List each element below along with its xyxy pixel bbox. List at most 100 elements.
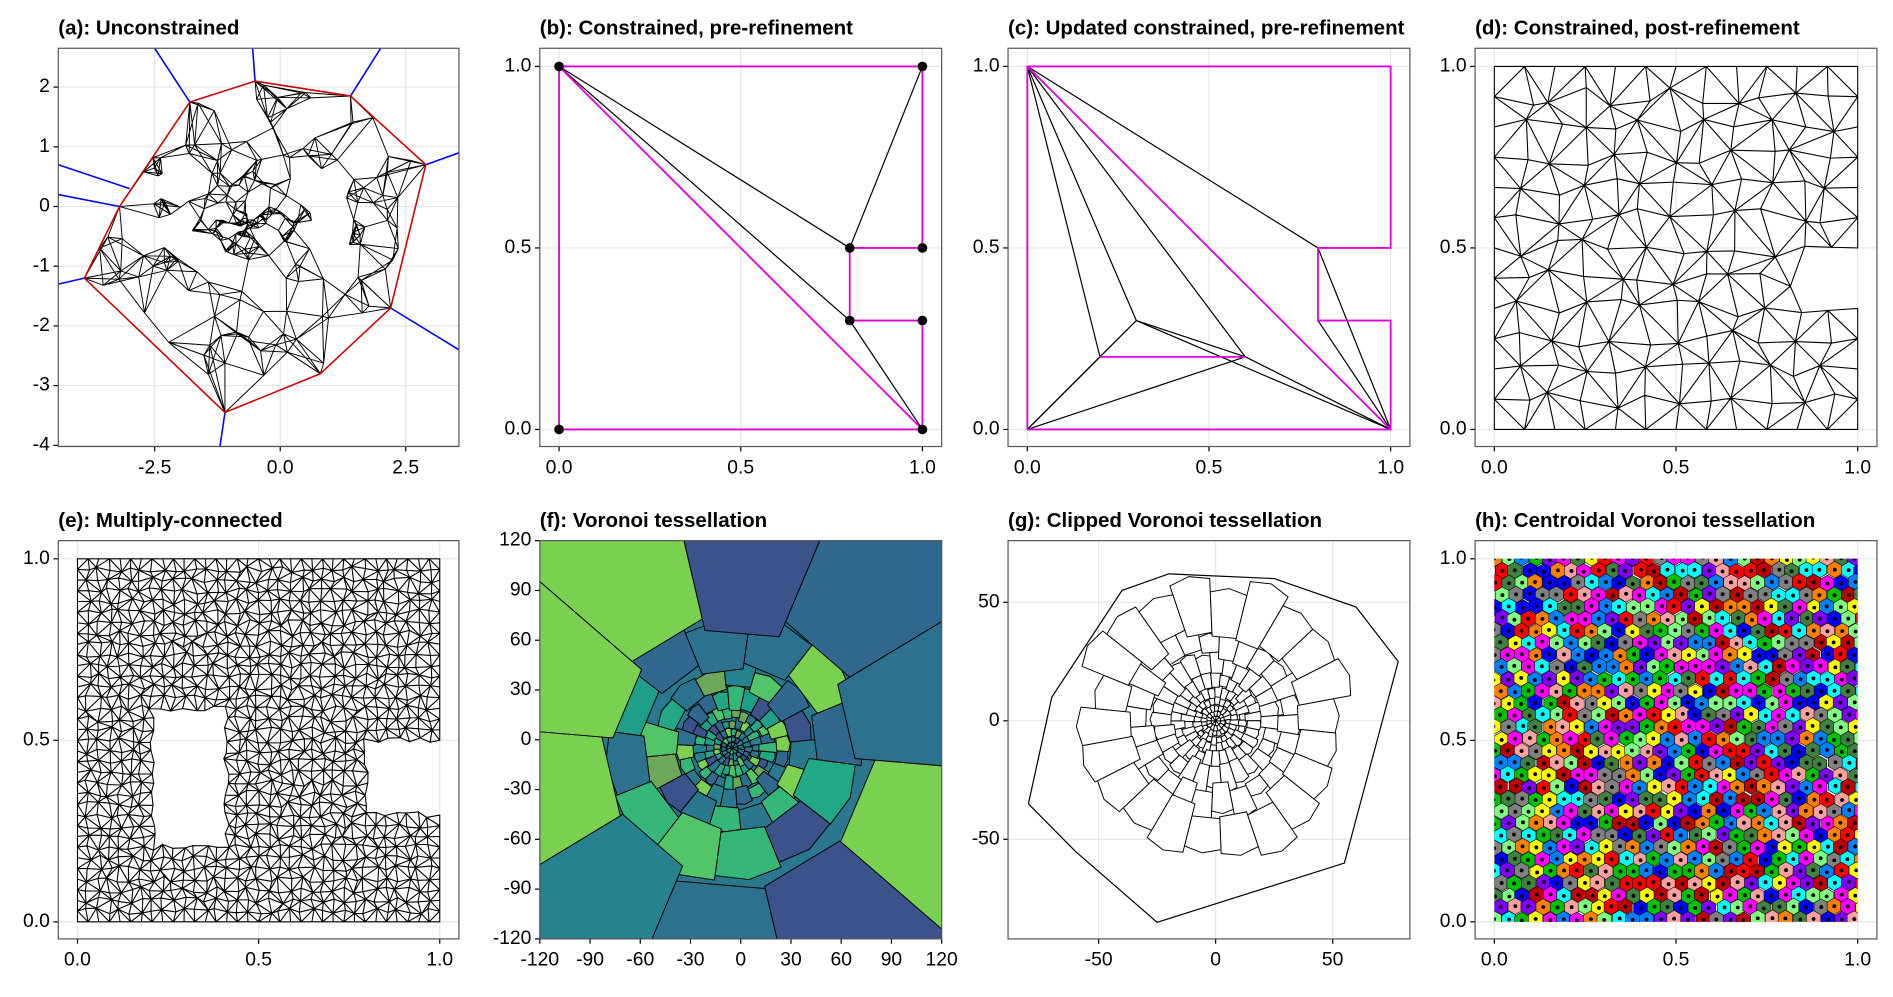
cell xyxy=(749,750,760,759)
generator xyxy=(1645,893,1650,898)
generator xyxy=(1623,832,1627,837)
generator xyxy=(1748,904,1753,909)
cell xyxy=(1861,599,1875,616)
generator xyxy=(1506,604,1511,609)
generator xyxy=(1498,760,1503,765)
generator xyxy=(1610,689,1614,694)
y-tick-label: 0.0 xyxy=(505,419,532,440)
generator xyxy=(1555,665,1559,670)
x-tick-label: 0.5 xyxy=(1663,950,1690,971)
generator xyxy=(1639,688,1644,693)
generator xyxy=(1596,568,1601,573)
generator xyxy=(1638,641,1642,646)
generator xyxy=(1541,832,1546,837)
generator xyxy=(1735,592,1740,597)
generator xyxy=(1707,664,1712,669)
generator xyxy=(1561,676,1566,681)
generator xyxy=(1588,677,1593,682)
generator xyxy=(1526,858,1530,863)
axis-frame xyxy=(57,540,460,940)
generator xyxy=(1763,713,1768,718)
generator xyxy=(1540,616,1545,621)
generator xyxy=(1526,664,1531,669)
generator xyxy=(1653,641,1658,646)
generator xyxy=(1590,558,1594,560)
generator xyxy=(1818,834,1823,838)
generator xyxy=(1769,870,1774,875)
generator xyxy=(1507,581,1511,586)
generator xyxy=(1868,654,1872,658)
generator xyxy=(1756,798,1761,802)
generator xyxy=(1494,868,1496,873)
generator xyxy=(1777,616,1782,621)
cells xyxy=(1075,576,1352,856)
generator xyxy=(1846,737,1850,742)
generator xyxy=(1616,604,1621,609)
generator xyxy=(1610,834,1615,839)
generator xyxy=(1789,760,1794,765)
generator xyxy=(1791,833,1795,838)
generator xyxy=(1859,570,1863,574)
generator xyxy=(1637,881,1642,886)
generator xyxy=(1825,747,1830,752)
generator xyxy=(1666,809,1671,814)
generator xyxy=(1540,712,1545,717)
generator xyxy=(1861,714,1865,718)
x-tick-label: 0 xyxy=(1210,950,1221,971)
generator xyxy=(1659,652,1664,657)
generator xyxy=(1512,617,1517,622)
panel: (c): Updated constrained, pre-refinement… xyxy=(973,16,1411,478)
cell xyxy=(1806,910,1822,922)
generator xyxy=(1499,881,1504,885)
generator xyxy=(1562,797,1567,802)
generator xyxy=(1582,688,1587,693)
vertex xyxy=(554,61,564,72)
generator xyxy=(1720,616,1725,620)
generator xyxy=(1631,774,1635,779)
generator xyxy=(1645,604,1650,609)
generator xyxy=(1547,558,1552,562)
generator xyxy=(1589,846,1594,851)
generator xyxy=(1741,798,1746,803)
generator xyxy=(1582,762,1587,767)
generator xyxy=(1852,917,1857,921)
generator xyxy=(1644,558,1648,561)
cell xyxy=(1238,753,1260,775)
generator xyxy=(1546,652,1551,657)
generator xyxy=(1625,760,1630,765)
generator xyxy=(1699,868,1704,873)
generator xyxy=(1589,725,1594,730)
generator xyxy=(1714,798,1719,802)
panel: (f): Voronoi tessellation -120 -90 -60 -30 0 3… xyxy=(493,509,958,971)
generator xyxy=(1757,821,1761,825)
generator xyxy=(1555,833,1560,838)
generator xyxy=(1652,664,1656,669)
generator xyxy=(1630,725,1635,730)
generator xyxy=(1513,736,1517,741)
generator xyxy=(1507,701,1511,706)
generator xyxy=(1852,558,1857,561)
generator xyxy=(1494,774,1497,779)
generator xyxy=(1805,711,1810,716)
generator xyxy=(1597,761,1601,766)
generator xyxy=(1658,822,1663,827)
cell xyxy=(749,719,764,733)
generator xyxy=(1512,568,1517,573)
generator xyxy=(1603,869,1608,874)
vertex xyxy=(844,315,855,326)
generator xyxy=(1562,748,1567,753)
generator xyxy=(1832,567,1837,572)
generator xyxy=(1672,846,1677,850)
y-tick-label: 0 xyxy=(521,729,532,750)
generator xyxy=(1611,664,1616,669)
generator xyxy=(1672,796,1677,801)
generator xyxy=(1576,652,1581,657)
triangle-edge xyxy=(1317,320,1392,430)
cell xyxy=(697,758,710,771)
y-tick-label: -1 xyxy=(33,255,50,276)
constraint xyxy=(1026,65,1392,431)
generator xyxy=(1777,810,1782,815)
generator xyxy=(1748,665,1753,670)
x-tick-label: 0.0 xyxy=(267,457,294,478)
generator xyxy=(1596,833,1601,837)
